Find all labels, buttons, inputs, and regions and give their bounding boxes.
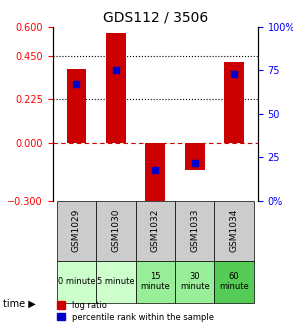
Bar [145,143,165,205]
Text: 60
minute: 60 minute [219,272,249,291]
Text: GSM1034: GSM1034 [230,209,239,252]
FancyBboxPatch shape [175,260,214,303]
Text: GSM1030: GSM1030 [111,209,120,252]
FancyBboxPatch shape [57,201,96,260]
Text: 15
minute: 15 minute [140,272,170,291]
Title: GDS112 / 3506: GDS112 / 3506 [103,10,208,24]
Text: 30
minute: 30 minute [180,272,209,291]
FancyBboxPatch shape [57,260,96,303]
FancyBboxPatch shape [96,260,136,303]
Bar [185,143,205,170]
Bar [106,33,126,143]
Text: 0 minute: 0 minute [58,277,95,286]
Text: GSM1032: GSM1032 [151,209,160,252]
FancyBboxPatch shape [214,201,254,260]
FancyBboxPatch shape [214,260,254,303]
Text: GSM1033: GSM1033 [190,209,199,252]
FancyBboxPatch shape [136,201,175,260]
FancyBboxPatch shape [136,260,175,303]
Text: 5 minute: 5 minute [97,277,135,286]
Bar [224,62,244,143]
Text: time ▶: time ▶ [3,299,36,309]
FancyBboxPatch shape [175,201,214,260]
Text: GSM1029: GSM1029 [72,209,81,252]
FancyBboxPatch shape [96,201,136,260]
Legend: log ratio, percentile rank within the sample: log ratio, percentile rank within the sa… [57,301,214,322]
Bar [67,70,86,143]
